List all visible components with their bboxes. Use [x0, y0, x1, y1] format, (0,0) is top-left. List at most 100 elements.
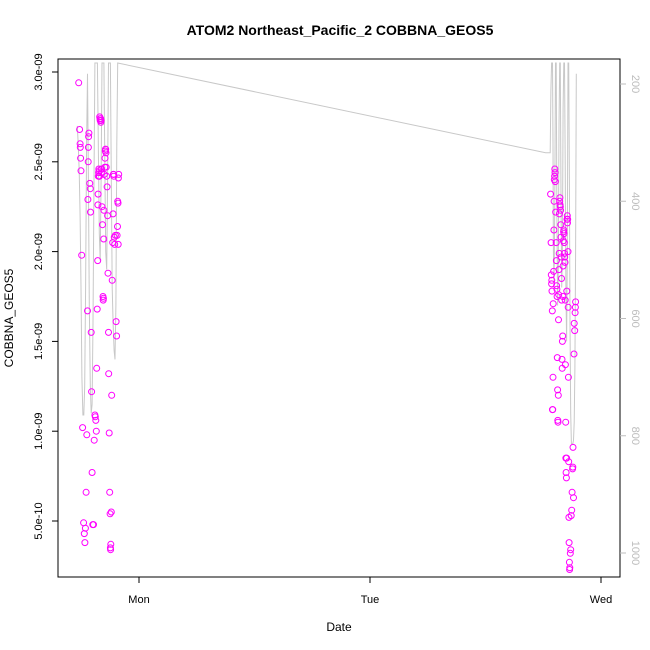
- data-point: [105, 370, 113, 378]
- data-point: [557, 206, 565, 214]
- data-point: [565, 558, 573, 566]
- data-point: [96, 172, 103, 180]
- data-point: [562, 418, 570, 426]
- data-point: [561, 361, 569, 369]
- data-point: [105, 328, 112, 336]
- data-point: [76, 143, 84, 151]
- y-tick-label: 1.5e-09: [33, 323, 45, 360]
- data-point: [110, 172, 118, 180]
- data-point: [105, 429, 113, 437]
- data-point: [81, 524, 89, 532]
- data-point: [84, 196, 92, 203]
- data-point: [87, 208, 94, 216]
- data-point: [87, 328, 95, 336]
- data-point: [553, 354, 561, 362]
- data-point: [114, 174, 122, 182]
- data-point: [556, 203, 564, 211]
- data-point: [561, 258, 569, 266]
- data-point: [113, 231, 121, 239]
- data-point: [103, 172, 111, 180]
- data-point: [563, 212, 571, 220]
- data-point: [104, 269, 112, 277]
- data-point: [109, 210, 117, 218]
- y-axis: 5.0e-10 1.0e-09 1.5e-09 2.0e-09 2.5e-09 3.0e-…: [33, 53, 58, 540]
- data-point: [566, 564, 574, 572]
- chart-title: ATOM2 Northeast_Pacific_2 COBBNA_GEOS5: [187, 22, 494, 38]
- data-point: [93, 305, 101, 313]
- x-axis-label: Date: [326, 620, 352, 634]
- data-point: [564, 215, 572, 223]
- data-point: [555, 316, 562, 324]
- data-point: [552, 257, 560, 265]
- data-point: [94, 190, 102, 198]
- data-point: [566, 549, 574, 557]
- data-point: [114, 223, 121, 230]
- data-point: [565, 513, 573, 521]
- y-tick-label: 2.0e-09: [33, 233, 45, 270]
- data-point: [99, 221, 106, 229]
- plot-frame: [57, 58, 621, 578]
- data-point: [561, 249, 568, 257]
- data-point: [98, 203, 106, 211]
- y2-tick-label: 400: [629, 192, 641, 210]
- data-point: [77, 167, 85, 175]
- data-point: [550, 197, 558, 205]
- data-point: [90, 436, 98, 444]
- data-point: [569, 443, 577, 451]
- data-point: [571, 327, 579, 335]
- data-point: [560, 230, 568, 238]
- data-point: [564, 303, 572, 311]
- data-point: [97, 117, 105, 124]
- data-point: [562, 469, 570, 476]
- data-point: [99, 294, 107, 302]
- data-point: [562, 474, 570, 482]
- data-point: [107, 540, 115, 548]
- data-point: [560, 239, 568, 247]
- data-point: [76, 140, 84, 148]
- y-tick-label: 1.0e-09: [33, 413, 45, 450]
- data-point: [567, 512, 575, 520]
- data-point: [561, 253, 569, 261]
- data-point: [568, 506, 576, 514]
- data-point: [549, 300, 557, 308]
- data-point: [547, 190, 555, 198]
- data-point: [551, 165, 559, 173]
- x-tick-label: Mon: [128, 594, 149, 606]
- data-point: [559, 262, 567, 270]
- data-point: [555, 291, 563, 299]
- data-point: [77, 154, 85, 162]
- data-point: [572, 298, 580, 306]
- data-point: [551, 169, 559, 177]
- data-point: [556, 194, 564, 202]
- data-point: [554, 418, 562, 426]
- data-point: [551, 178, 559, 186]
- y2-tick-label: 200: [629, 75, 641, 93]
- data-point: [93, 364, 101, 372]
- data-point: [114, 199, 122, 207]
- data-point: [564, 219, 571, 227]
- data-point: [102, 163, 110, 171]
- data-point: [85, 133, 93, 141]
- data-point: [561, 296, 569, 304]
- data-point: [552, 208, 560, 216]
- data-point: [82, 488, 90, 496]
- data-point: [108, 276, 116, 284]
- data-point: [84, 143, 92, 151]
- data-point: [571, 309, 579, 317]
- data-point: [102, 149, 110, 157]
- data-point: [559, 293, 567, 300]
- y2-tick-label: 800: [629, 427, 641, 445]
- y2-tick-label: 1000: [629, 541, 641, 565]
- series-line-layer: [76, 62, 577, 445]
- data-point: [555, 249, 563, 257]
- data-point: [554, 386, 562, 394]
- data-point: [91, 413, 99, 421]
- y-tick-label: 2.5e-09: [33, 143, 45, 180]
- data-point: [86, 179, 94, 187]
- data-point: [565, 458, 573, 466]
- data-point: [554, 391, 562, 399]
- data-point: [107, 546, 115, 554]
- data-point: [88, 469, 96, 476]
- x-tick-label: Wed: [590, 594, 612, 606]
- data-point: [84, 158, 92, 166]
